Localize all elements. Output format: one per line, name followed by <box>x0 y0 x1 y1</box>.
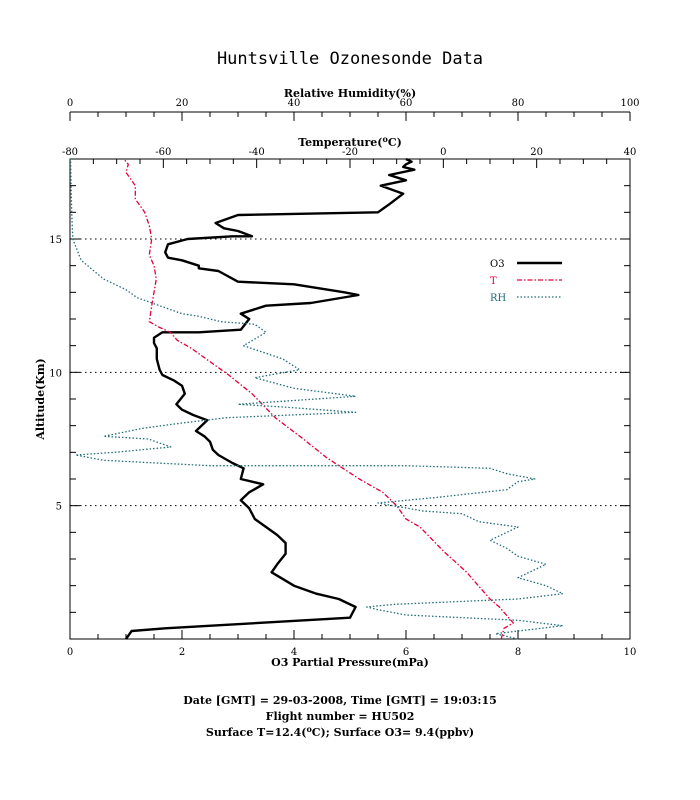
legend-label-o3: O3 <box>490 259 505 270</box>
temperature-tick-label: 40 <box>624 147 637 158</box>
legend-label-t: T <box>490 276 497 287</box>
temperature-tick-label: 0 <box>440 147 446 158</box>
o3-axis-label: O3 Partial Pressure(mPa) <box>271 656 429 669</box>
o3-tick-label: 0 <box>67 647 73 658</box>
series-rh-line <box>69 158 564 640</box>
o3-tick-label: 8 <box>515 647 521 658</box>
legend: O3 T RH <box>490 259 562 304</box>
altitude-tick-label: 15 <box>49 235 62 246</box>
temperature-tick-label: -20 <box>342 147 358 158</box>
rh-tick-label: 0 <box>67 98 73 109</box>
series-o3-line <box>125 157 416 640</box>
altitude-tick-labels: 5 10 15 <box>49 235 62 513</box>
rh-tick-label: 100 <box>620 98 639 109</box>
temperature-axis-label: Temperature(oC) <box>298 134 402 149</box>
rh-tick-label: 60 <box>400 98 413 109</box>
altitude-tick-marks <box>70 185 630 613</box>
chart-title: Huntsville Ozonesonde Data <box>217 49 483 69</box>
temperature-tick-label: -40 <box>249 147 265 158</box>
altitude-axis-label: Altitude(Km) <box>34 358 47 440</box>
rh-tick-label: 40 <box>288 98 301 109</box>
altitude-gridlines <box>70 238 630 507</box>
o3-tick-label: 2 <box>179 647 185 658</box>
data-series <box>69 157 564 640</box>
o3-axis-ticks: 0 2 4 6 8 10 <box>67 630 637 658</box>
o3-tick-label: 6 <box>403 647 409 658</box>
o3-tick-label: 10 <box>624 647 637 658</box>
rh-axis-ticks: 0 20 40 60 80 100 <box>67 98 640 121</box>
temperature-tick-label: 20 <box>530 147 543 158</box>
altitude-tick-label: 10 <box>49 368 62 379</box>
plot-frame <box>69 158 631 640</box>
temperature-tick-label: -80 <box>62 147 78 158</box>
temperature-tick-label: -60 <box>155 147 171 158</box>
rh-tick-label: 20 <box>176 98 189 109</box>
legend-label-rh: RH <box>490 293 507 304</box>
footer-flight-number: Flight number = HU502 <box>266 710 415 723</box>
temperature-axis-ticks: -80 -60 -40 -20 0 20 40 <box>62 147 636 168</box>
rh-tick-label: 80 <box>512 98 525 109</box>
o3-tick-label: 4 <box>291 647 297 658</box>
footer-surface-values: Surface T=12.4(oC); Surface O3= 9.4(ppbv… <box>206 724 474 739</box>
series-t-line <box>123 158 514 640</box>
rh-axis-label: Relative Humidity(%) <box>284 87 416 100</box>
footer-date-time: Date [GMT] = 29-03-2008, Time [GMT] = 19… <box>183 694 497 707</box>
altitude-tick-label: 5 <box>56 502 62 513</box>
